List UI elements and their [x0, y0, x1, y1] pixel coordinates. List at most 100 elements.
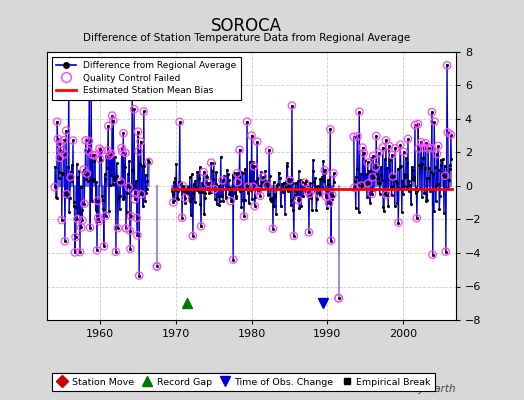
Point — [400, 171, 409, 178]
Point — [55, 169, 63, 176]
Point — [142, 190, 150, 196]
Point — [224, 170, 232, 177]
Point — [425, 174, 433, 181]
Point — [263, 182, 271, 188]
Point — [358, 144, 367, 151]
Point — [364, 180, 373, 186]
Point — [71, 249, 79, 256]
Point — [197, 223, 205, 230]
Point — [307, 186, 315, 192]
Point — [240, 213, 248, 220]
Point — [444, 184, 453, 191]
Point — [105, 152, 114, 158]
Point — [247, 132, 256, 139]
Point — [323, 205, 331, 212]
Point — [356, 178, 364, 184]
Point — [260, 184, 269, 191]
Point — [248, 196, 256, 202]
Point — [372, 133, 380, 139]
Point — [184, 184, 193, 190]
Point — [433, 151, 441, 157]
Point — [309, 157, 318, 164]
Point — [94, 214, 102, 221]
Point — [409, 166, 417, 173]
Point — [81, 168, 89, 174]
Point — [352, 204, 360, 211]
Point — [368, 190, 376, 197]
Point — [279, 189, 287, 196]
Point — [56, 140, 64, 146]
Point — [294, 168, 303, 174]
Point — [443, 129, 452, 136]
Point — [397, 209, 406, 215]
Point — [290, 195, 299, 202]
Point — [316, 176, 324, 182]
Point — [221, 177, 229, 183]
Point — [133, 232, 141, 238]
Point — [353, 133, 362, 140]
Point — [130, 106, 138, 112]
Point — [438, 169, 446, 176]
Point — [91, 152, 99, 158]
Point — [424, 145, 432, 152]
Point — [402, 160, 411, 166]
Point — [170, 179, 178, 186]
Point — [369, 152, 377, 159]
Point — [441, 173, 450, 179]
Point — [118, 148, 126, 155]
Point — [282, 179, 290, 185]
Point — [214, 183, 223, 190]
Point — [192, 184, 200, 190]
Point — [133, 215, 141, 221]
Point — [436, 161, 445, 168]
Point — [443, 129, 452, 136]
Point — [135, 272, 144, 279]
Point — [424, 145, 432, 152]
Point — [271, 193, 279, 200]
Point — [222, 194, 230, 200]
Point — [357, 182, 365, 189]
Point — [61, 189, 70, 195]
Point — [381, 190, 389, 196]
Point — [62, 128, 70, 134]
Point — [285, 183, 293, 189]
Point — [108, 181, 117, 188]
Point — [208, 168, 216, 174]
Point — [291, 180, 300, 186]
Point — [206, 189, 215, 196]
Point — [61, 238, 69, 244]
Point — [145, 159, 153, 165]
Point — [428, 252, 436, 258]
Point — [117, 179, 125, 185]
Point — [404, 136, 412, 142]
Point — [136, 161, 144, 168]
Point — [112, 249, 120, 255]
Point — [287, 202, 296, 208]
Point — [229, 256, 237, 263]
Point — [169, 199, 178, 206]
Point — [179, 182, 187, 189]
Point — [137, 191, 145, 198]
Point — [70, 203, 79, 209]
Point — [446, 132, 455, 138]
Point — [88, 198, 96, 204]
Point — [60, 151, 68, 158]
Point — [408, 176, 417, 183]
Point — [299, 192, 308, 199]
Point — [377, 164, 385, 170]
Point — [290, 233, 298, 239]
Point — [326, 126, 334, 132]
Point — [116, 192, 125, 199]
Point — [66, 195, 74, 202]
Point — [207, 160, 215, 166]
Point — [68, 162, 76, 168]
Point — [140, 162, 148, 169]
Point — [362, 171, 370, 178]
Point — [305, 190, 314, 197]
Point — [102, 213, 110, 219]
Point — [183, 186, 191, 192]
Point — [137, 191, 145, 198]
Point — [394, 165, 402, 172]
Point — [229, 256, 237, 263]
Point — [385, 143, 393, 149]
